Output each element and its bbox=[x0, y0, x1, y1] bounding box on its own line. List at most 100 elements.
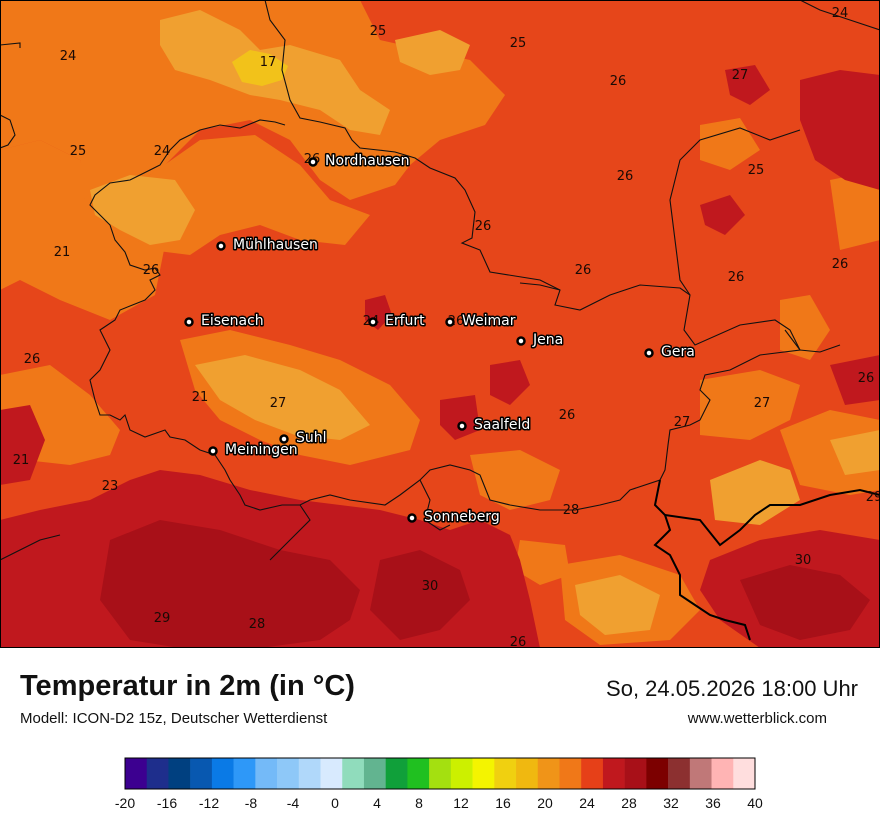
temperature-value: 17 bbox=[260, 55, 277, 70]
legend-swatch bbox=[624, 758, 647, 789]
city-name: Saalfeld bbox=[474, 417, 530, 433]
temperature-value: 21 bbox=[13, 453, 30, 468]
legend-frame bbox=[124, 757, 756, 790]
footer: -20 -16 -12 -8 -4 0 4 8 12 16 20 24 28 32 36 40 Tempera… bbox=[0, 648, 880, 830]
temperature-value: 26 bbox=[575, 263, 592, 278]
temperature-value: 30 bbox=[422, 579, 439, 594]
temperature-value: 26 bbox=[559, 408, 576, 423]
city-marker[interactable]: Erfurt bbox=[368, 312, 427, 331]
state-border bbox=[784, 329, 841, 353]
temperature-value: 24 bbox=[832, 6, 849, 21]
temperature-zone bbox=[740, 565, 870, 640]
temperature-zone bbox=[395, 30, 470, 75]
city-dot-icon bbox=[368, 317, 378, 327]
temperature-value: 26 bbox=[475, 219, 492, 234]
city-marker[interactable]: Weimar bbox=[445, 312, 517, 331]
legend-swatch bbox=[363, 758, 386, 789]
city-name: Nordhausen bbox=[325, 153, 410, 169]
city-name: Meiningen bbox=[225, 442, 298, 458]
city-marker[interactable]: Gera bbox=[644, 343, 696, 362]
city-marker[interactable]: Eisenach bbox=[184, 312, 265, 331]
state-border bbox=[519, 282, 561, 291]
city-marker[interactable]: Nordhausen bbox=[308, 152, 411, 171]
temperature-zone bbox=[780, 295, 830, 360]
temperature-value: 29 bbox=[866, 490, 880, 505]
temperature-value: 21 bbox=[192, 390, 209, 405]
temperature-zone bbox=[90, 175, 195, 245]
city-name: Weimar bbox=[462, 313, 516, 329]
temperature-zone bbox=[370, 550, 470, 640]
city-marker[interactable]: Mühlhausen bbox=[216, 236, 319, 255]
temperature-zone bbox=[780, 410, 880, 495]
temperature-zone bbox=[710, 460, 800, 525]
state-border bbox=[89, 0, 801, 511]
legend-tick-label: 20 bbox=[537, 795, 553, 811]
legend-swatch bbox=[146, 758, 169, 789]
legend-swatch bbox=[277, 758, 300, 789]
temperature-value: 29 bbox=[154, 611, 171, 626]
legend-tick-label: 4 bbox=[373, 795, 381, 811]
temperature-value: 25 bbox=[370, 24, 387, 39]
temperature-value: 28 bbox=[563, 503, 580, 518]
legend-swatch bbox=[407, 758, 430, 789]
temperature-value: 26 bbox=[858, 371, 875, 386]
legend-swatch bbox=[559, 758, 582, 789]
legend-swatch bbox=[450, 758, 473, 789]
temperature-value: 26 bbox=[617, 169, 634, 184]
legend-swatch bbox=[385, 758, 408, 789]
legend-swatch bbox=[646, 758, 669, 789]
city-name: Jena bbox=[532, 332, 563, 348]
temperature-value: 25 bbox=[510, 36, 527, 51]
temperature-value: 26 bbox=[143, 263, 160, 278]
legend-swatch bbox=[711, 758, 734, 789]
temperature-value: 27 bbox=[732, 68, 749, 83]
temperature-zone bbox=[440, 395, 480, 440]
temperature-zone bbox=[195, 355, 370, 440]
temperature-zone bbox=[0, 140, 165, 320]
legend-tick-label: 24 bbox=[579, 795, 595, 811]
city-dot-icon bbox=[516, 336, 526, 346]
city-markers: Nordhausen Mühlhausen Eisenach Erfurt Weimar… bbox=[184, 152, 696, 527]
temperature-value: 30 bbox=[795, 553, 812, 568]
temperature-zone bbox=[490, 360, 530, 405]
state-border bbox=[0, 114, 16, 149]
temperature-zone bbox=[100, 520, 360, 648]
temperature-value: 26 bbox=[728, 270, 745, 285]
state-border bbox=[419, 479, 451, 531]
city-dot-icon bbox=[208, 446, 218, 456]
city-marker[interactable]: Meiningen bbox=[208, 441, 299, 460]
temperature-map[interactable]: 2425252417262725242526262126262626262426… bbox=[0, 0, 880, 648]
legend-tick-label: 8 bbox=[415, 795, 423, 811]
city-name: Mühlhausen bbox=[233, 237, 318, 253]
temperature-zone bbox=[0, 405, 45, 485]
legend-swatch bbox=[298, 758, 321, 789]
city-marker[interactable]: Sonneberg bbox=[407, 508, 501, 527]
legend-swatch bbox=[689, 758, 712, 789]
legend-swatch bbox=[733, 758, 756, 789]
temperature-value: 26 bbox=[610, 74, 627, 89]
legend-swatch bbox=[168, 758, 191, 789]
temperature-zone bbox=[470, 450, 560, 510]
city-dot-icon bbox=[279, 434, 289, 444]
forecast-datetime: So, 24.05.2026 18:00 Uhr bbox=[606, 676, 858, 701]
temperature-zone bbox=[725, 65, 770, 105]
temperature-value: 28 bbox=[249, 617, 266, 632]
legend-tick-label: 32 bbox=[663, 795, 679, 811]
temperature-value: 24 bbox=[60, 49, 77, 64]
temperature-zone bbox=[800, 70, 880, 190]
website-url[interactable]: www.wetterblick.com bbox=[687, 710, 827, 727]
legend-swatch bbox=[602, 758, 625, 789]
city-dot-icon bbox=[445, 317, 455, 327]
legend-swatch bbox=[537, 758, 560, 789]
city-marker[interactable]: Saalfeld bbox=[457, 416, 532, 435]
legend-tick-label: -4 bbox=[287, 795, 300, 811]
city-marker[interactable]: Suhl bbox=[279, 429, 328, 448]
temperature-zone bbox=[575, 575, 660, 635]
city-marker[interactable]: Jena bbox=[516, 331, 565, 350]
legend-tick-label: -8 bbox=[245, 795, 258, 811]
state-border bbox=[0, 534, 61, 561]
temperature-value: 27 bbox=[270, 396, 287, 411]
temperature-values: 2425252417262725242526262126262626262426… bbox=[13, 6, 880, 648]
legend-tick-label: 12 bbox=[453, 795, 469, 811]
city-name: Erfurt bbox=[385, 313, 425, 329]
